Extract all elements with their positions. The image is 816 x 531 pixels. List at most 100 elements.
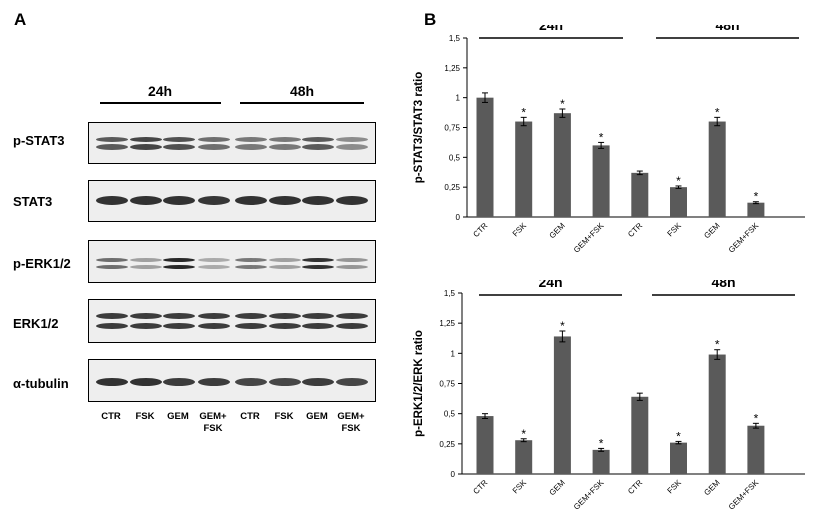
blot-band bbox=[130, 136, 162, 142]
blot-band bbox=[198, 265, 230, 269]
x-tick-label: CTR bbox=[626, 478, 644, 496]
blot-band bbox=[235, 313, 267, 319]
blot-row-label-perk: p-ERK1/2 bbox=[13, 256, 71, 271]
lane-label-6: FSK bbox=[274, 411, 294, 422]
bar bbox=[592, 145, 610, 217]
x-tick-label: FSK bbox=[511, 221, 529, 239]
significance-mark: * bbox=[560, 97, 565, 111]
y-tick-label: 0,25 bbox=[444, 183, 460, 192]
y-tick-label: 0,5 bbox=[444, 410, 456, 419]
pstat3-ratio-chart: 0 0,25 0,5 0,75 1 1,25 1,5 p-STAT3/STAT3 ratio C… bbox=[413, 25, 805, 255]
x-tick-label: FSK bbox=[666, 221, 684, 239]
bar bbox=[631, 396, 649, 474]
blot-band bbox=[96, 378, 128, 386]
bar bbox=[553, 336, 571, 474]
blot-band bbox=[198, 136, 230, 142]
group-label: 24h bbox=[538, 280, 562, 290]
bar bbox=[553, 113, 571, 217]
blot-band bbox=[235, 195, 267, 205]
x-tick-label: GEM bbox=[702, 221, 721, 240]
blot-band bbox=[302, 144, 334, 150]
y-axis-label: p-ERK1/2/ERK ratio bbox=[413, 330, 425, 437]
blot-band bbox=[269, 258, 301, 262]
blot-band bbox=[269, 265, 301, 269]
blot-band bbox=[198, 313, 230, 319]
blot-row-label-stat3: STAT3 bbox=[13, 194, 53, 209]
blot-band bbox=[96, 323, 128, 329]
blot-band bbox=[302, 313, 334, 319]
bar bbox=[592, 449, 610, 474]
blot-band bbox=[96, 144, 128, 150]
blot-band bbox=[269, 323, 301, 329]
blot-band bbox=[336, 323, 368, 329]
lane-label-8: GEM+ FSK bbox=[337, 411, 365, 434]
blot-band bbox=[336, 313, 368, 319]
bar bbox=[747, 425, 765, 474]
lane-label-7: GEM bbox=[306, 411, 328, 422]
blot-band bbox=[130, 258, 162, 262]
x-tick-label: GEM bbox=[548, 478, 567, 497]
blot-band bbox=[235, 144, 267, 150]
blot-time-label-48h: 48h bbox=[289, 83, 315, 99]
bar bbox=[515, 440, 533, 474]
y-tick-label: 0,5 bbox=[449, 153, 461, 162]
x-tick-label: GEM+FSK bbox=[572, 478, 606, 512]
x-tick-label: FSK bbox=[511, 478, 529, 496]
blot-band bbox=[163, 323, 195, 329]
blot-row-label-tubulin: α-tubulin bbox=[13, 376, 69, 391]
blot-band bbox=[302, 258, 334, 262]
blot-band bbox=[163, 144, 195, 150]
blot-band bbox=[269, 195, 301, 205]
panel-b-label: B bbox=[424, 10, 437, 29]
lane-label-1: CTR bbox=[101, 411, 121, 422]
blot-band bbox=[235, 136, 267, 142]
blot-band bbox=[269, 378, 301, 386]
blot-band bbox=[96, 136, 128, 142]
blot-band bbox=[163, 136, 195, 142]
blot-band bbox=[302, 323, 334, 329]
blot-band bbox=[302, 265, 334, 269]
bar bbox=[515, 121, 533, 217]
blot-band bbox=[198, 378, 230, 386]
blot-band bbox=[269, 136, 301, 142]
blot-band bbox=[130, 313, 162, 319]
group-label: 48h bbox=[711, 280, 735, 290]
blot-band bbox=[302, 378, 334, 386]
blot-band bbox=[336, 378, 368, 386]
significance-mark: * bbox=[715, 105, 720, 119]
significance-mark: * bbox=[560, 319, 565, 333]
lane-label-4: GEM+ FSK bbox=[199, 411, 227, 434]
bar bbox=[670, 187, 687, 217]
blot-strip-perk bbox=[88, 240, 376, 283]
blot-band bbox=[269, 144, 301, 150]
x-tick-label: FSK bbox=[666, 478, 684, 496]
lane-label-2: FSK bbox=[135, 411, 155, 422]
group-label: 48h bbox=[715, 25, 739, 33]
blot-band bbox=[198, 258, 230, 262]
blot-strip-stat3 bbox=[88, 180, 376, 222]
blot-band bbox=[198, 195, 230, 205]
blot-row-label-pstat3: p-STAT3 bbox=[13, 133, 65, 148]
blot-time-line-24h bbox=[100, 102, 221, 104]
significance-mark: * bbox=[676, 174, 681, 188]
y-tick-label: 0,75 bbox=[444, 124, 460, 133]
blot-strip-erk bbox=[88, 299, 376, 343]
blot-band bbox=[235, 378, 267, 386]
y-tick-label: 0,75 bbox=[439, 380, 455, 389]
blot-band bbox=[130, 144, 162, 150]
blot-band bbox=[130, 323, 162, 329]
x-tick-label: GEM+FSK bbox=[727, 221, 761, 255]
blot-band bbox=[96, 258, 128, 262]
blot-strip-pstat3 bbox=[88, 122, 376, 164]
blot-band bbox=[163, 258, 195, 262]
blot-band bbox=[198, 144, 230, 150]
blot-band bbox=[336, 195, 368, 205]
x-tick-label: GEM bbox=[548, 221, 567, 240]
blot-band bbox=[96, 265, 128, 269]
x-tick-label: CTR bbox=[471, 221, 489, 239]
significance-mark: * bbox=[599, 436, 604, 450]
panel-a-label: A bbox=[14, 10, 27, 29]
blot-band bbox=[198, 323, 230, 329]
bar bbox=[476, 97, 494, 217]
blot-strip-tubulin bbox=[88, 359, 376, 402]
